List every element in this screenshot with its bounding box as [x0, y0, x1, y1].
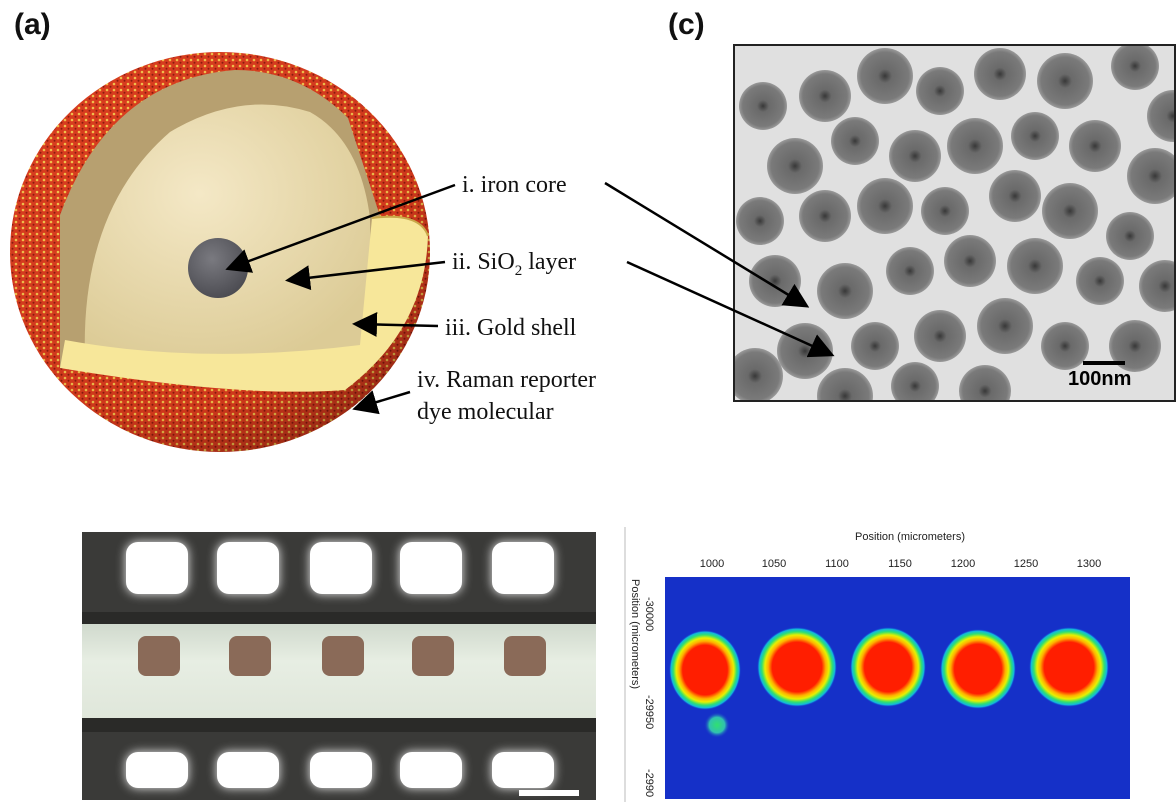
top-tick-1000: 1000	[700, 558, 724, 570]
heatmap-hotspots	[669, 627, 1109, 738]
electrode-pad-top	[310, 542, 372, 594]
hotspot-5	[1029, 627, 1109, 707]
top-tick-1300: 1300	[1077, 558, 1101, 570]
heatmap-top-axis-title: Position (micrometers)	[855, 531, 965, 543]
top-tick-1150: 1150	[888, 558, 912, 570]
electrode-pad-top	[217, 542, 279, 594]
label-silica-prefix: ii. SiO	[452, 249, 515, 275]
heatmap-top-ticks: 1000 1050 1100 1150 1200 1250 1300	[700, 558, 1101, 570]
tem-particle	[886, 247, 934, 295]
raman-intensity-map: Position (micrometers) 1000 1050 1100 11…	[624, 527, 1130, 802]
tem-particle	[989, 170, 1041, 222]
tem-particle	[831, 117, 879, 165]
tem-particle	[857, 178, 913, 234]
tem-particle	[1106, 212, 1154, 260]
tem-particle	[817, 263, 873, 319]
electrode-pad-top	[126, 542, 188, 594]
tem-particle	[1011, 112, 1059, 160]
tem-particle	[1007, 238, 1063, 294]
tem-particle	[1042, 183, 1098, 239]
sensor-spot	[229, 636, 271, 676]
hotspot-4	[940, 629, 1016, 709]
tem-particle	[739, 82, 787, 130]
scale-bar-line	[1083, 361, 1125, 365]
electrode-pad-top	[492, 542, 554, 594]
tem-particle	[1041, 322, 1089, 370]
tem-particle	[889, 130, 941, 182]
tem-particle	[914, 310, 966, 362]
tem-particle	[799, 190, 851, 242]
sensor-spot	[504, 636, 546, 676]
left-tick-2990: -2990	[643, 769, 655, 797]
tem-particle	[947, 118, 1003, 174]
tem-particle	[817, 368, 873, 400]
tem-particle	[944, 235, 996, 287]
sensor-spot	[322, 636, 364, 676]
tem-particle	[736, 197, 784, 245]
top-tick-1050: 1050	[762, 558, 786, 570]
tem-particle	[857, 48, 913, 104]
arrow-raman-to-illustration	[352, 390, 411, 415]
tem-particle	[959, 365, 1011, 400]
scale-bar-label: 100nm	[1068, 368, 1132, 390]
tem-particle	[1069, 120, 1121, 172]
top-tick-1100: 1100	[825, 558, 849, 570]
arrow-silica-to-illustration	[285, 260, 446, 291]
top-tick-1250: 1250	[1014, 558, 1038, 570]
label-iron-core: i. iron core	[462, 172, 567, 198]
channel-edge-bottom	[82, 718, 596, 732]
tem-particle	[974, 48, 1026, 100]
nanoparticle-cutaway-illustration	[10, 52, 430, 452]
hotspot-2	[757, 627, 837, 707]
label-silica-sub: 2	[514, 262, 523, 279]
panel-c-letter: (c)	[668, 8, 705, 41]
tem-particle	[1147, 90, 1174, 142]
gold-shell-cross-section	[60, 216, 428, 392]
electrode-pad-bottom	[310, 752, 372, 788]
label-silica-layer: ii. SiO2 layer	[452, 247, 576, 281]
electrode-pad-bottom	[400, 752, 462, 788]
hotspot-1	[669, 630, 741, 710]
channel-edge-top	[82, 612, 596, 624]
tem-particle	[921, 187, 969, 235]
tem-particle	[1111, 46, 1159, 90]
electrode-pad-bottom	[492, 752, 554, 788]
silica-layer-dome	[84, 104, 372, 360]
top-tick-1200: 1200	[951, 558, 975, 570]
tem-particle	[1109, 320, 1161, 372]
electrode-pad-bottom	[126, 752, 188, 788]
tem-particle	[735, 348, 783, 400]
hotspot-small	[704, 712, 730, 738]
left-tick-29950: -29950	[643, 695, 655, 729]
arrow-gold-to-illustration	[352, 311, 439, 337]
label-silica-suffix: layer	[522, 249, 577, 275]
sensor-spot	[138, 636, 180, 676]
tem-particle	[799, 70, 851, 122]
tem-particle	[1139, 260, 1174, 312]
arrow-core-to-tem	[604, 181, 810, 308]
left-tick-30000: -30000	[643, 597, 655, 631]
hotspot-3	[850, 627, 926, 707]
electrode-pad-top	[400, 542, 462, 594]
optical-scale-bar	[519, 790, 579, 796]
label-gold-shell: iii. Gold shell	[445, 315, 577, 341]
tem-particle	[767, 138, 823, 194]
tem-particle	[1127, 148, 1174, 204]
optical-micrograph	[82, 532, 596, 800]
panel-a-letter: (a)	[14, 8, 51, 41]
sensor-spot	[412, 636, 454, 676]
tem-particle	[1076, 257, 1124, 305]
tem-particle	[916, 67, 964, 115]
tem-particle	[977, 298, 1033, 354]
heatmap-left-axis-title: Position (micrometers)	[629, 579, 641, 689]
tem-particle	[891, 362, 939, 400]
label-raman-reporter-line1: iv. Raman reporter	[417, 367, 597, 393]
arrow-silica-to-tem	[626, 260, 835, 358]
tem-particle	[851, 322, 899, 370]
arrow-core-to-illustration	[225, 183, 456, 273]
electrode-pad-bottom	[217, 752, 279, 788]
tem-particle	[1037, 53, 1093, 109]
label-raman-reporter-line2: dye molecular	[417, 399, 554, 425]
